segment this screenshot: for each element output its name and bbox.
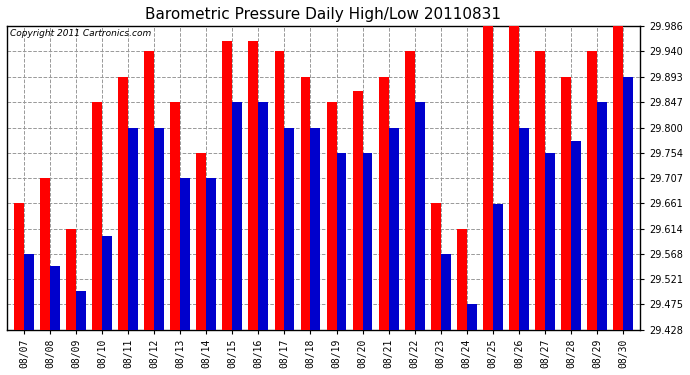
Bar — [571, 141, 581, 330]
Bar — [613, 26, 623, 330]
Bar — [405, 51, 415, 330]
Bar — [258, 102, 268, 330]
Bar — [40, 178, 50, 330]
Bar — [248, 40, 258, 330]
Bar — [14, 203, 24, 330]
Bar — [275, 51, 284, 330]
Bar — [623, 77, 633, 330]
Bar — [519, 128, 529, 330]
Bar — [222, 40, 233, 330]
Bar — [154, 128, 164, 330]
Bar — [310, 128, 320, 330]
Bar — [379, 77, 388, 330]
Bar — [587, 51, 597, 330]
Bar — [66, 229, 76, 330]
Bar — [144, 51, 154, 330]
Bar — [353, 90, 362, 330]
Bar — [128, 128, 138, 330]
Bar — [197, 153, 206, 330]
Bar — [326, 102, 337, 330]
Bar — [535, 51, 545, 330]
Bar — [362, 153, 373, 330]
Bar — [50, 266, 60, 330]
Bar — [180, 178, 190, 330]
Bar — [493, 204, 503, 330]
Bar — [24, 254, 34, 330]
Title: Barometric Pressure Daily High/Low 20110831: Barometric Pressure Daily High/Low 20110… — [146, 7, 502, 22]
Bar — [92, 102, 102, 330]
Bar — [170, 102, 180, 330]
Bar — [466, 304, 477, 330]
Bar — [337, 153, 346, 330]
Bar — [457, 229, 466, 330]
Bar — [233, 102, 242, 330]
Bar — [284, 128, 295, 330]
Bar — [561, 77, 571, 330]
Bar — [483, 26, 493, 330]
Bar — [597, 102, 607, 330]
Bar — [102, 236, 112, 330]
Bar — [545, 153, 555, 330]
Bar — [415, 102, 424, 330]
Text: Copyright 2011 Cartronics.com: Copyright 2011 Cartronics.com — [10, 29, 151, 38]
Bar — [118, 77, 128, 330]
Bar — [509, 26, 519, 330]
Bar — [388, 128, 399, 330]
Bar — [206, 178, 216, 330]
Bar — [301, 77, 310, 330]
Bar — [441, 254, 451, 330]
Bar — [76, 291, 86, 330]
Bar — [431, 203, 441, 330]
